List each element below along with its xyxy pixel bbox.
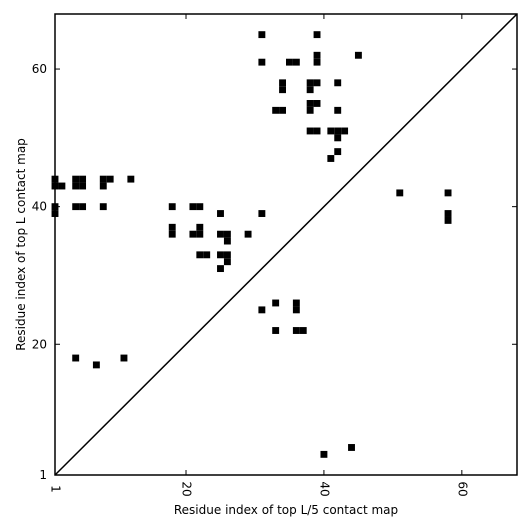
contact-point-top-l: [258, 210, 266, 217]
contact-point-top-l: [258, 306, 266, 314]
contact-point-top-l: [189, 230, 197, 238]
x-axis-title: Residue index of top L/5 contact map: [174, 503, 398, 517]
contact-point-top-l: [196, 223, 204, 231]
y-axis-title: Residue index of top L contact map: [14, 138, 28, 351]
axis-ticks: 1 20 40 60 1 20 40 60: [32, 14, 517, 497]
contact-point-top-l: [217, 210, 224, 217]
contact-point-top-l: [99, 203, 107, 211]
y-tick-label: 40: [32, 200, 47, 214]
contact-point-top-l: [168, 223, 176, 231]
contact-point-top-l: [306, 86, 314, 94]
contact-point-top-l: [189, 203, 197, 211]
contact-point-top-l: [334, 127, 342, 135]
contact-point-top-l: [334, 148, 342, 156]
contact-point-top-l: [120, 354, 128, 362]
contact-point-top-l: [306, 100, 314, 107]
contact-point-top-l: [272, 106, 280, 114]
contact-point-top-l: [279, 86, 286, 94]
contact-point-top-l: [272, 299, 280, 307]
contact-point-top-l: [196, 251, 204, 259]
contact-point-top-l: [292, 327, 300, 334]
contact-point-top-l: [223, 237, 231, 245]
contact-point-top-l: [79, 175, 87, 183]
x-tick-label: 40: [317, 481, 331, 496]
contact-point-top-l: [79, 203, 87, 211]
contact-point-top-l: [341, 127, 349, 135]
contact-point-top-l: [444, 189, 452, 197]
contact-point-top-l: [313, 31, 321, 39]
contact-point-top-l: [334, 79, 342, 87]
plot-frame: [54, 13, 518, 476]
contact-point-top-l: [223, 251, 231, 259]
x-tick-label: 60: [455, 481, 469, 496]
contact-point-top-l: [354, 51, 362, 59]
contact-point-top-l: [313, 79, 321, 87]
contact-point-top-l: [313, 127, 321, 135]
contact-point-top-l: [99, 182, 107, 190]
contact-point-top-l: [203, 251, 211, 259]
contact-point-top-l: [292, 58, 300, 66]
contact-point-top-l5: [320, 450, 328, 458]
contact-point-top-l: [223, 230, 231, 238]
contact-point-top-l: [292, 299, 300, 307]
contact-point-top-l: [217, 265, 224, 273]
y-tick-label: 20: [32, 337, 47, 351]
contact-point-top-l: [72, 182, 80, 190]
contact-point-top-l: [306, 106, 314, 114]
contact-point-top-l: [58, 182, 66, 190]
x-tick-label: 1: [49, 485, 63, 493]
contact-point-top-l: [72, 175, 80, 183]
contact-point-top-l: [279, 106, 286, 114]
contact-point-top-l: [196, 203, 204, 211]
contact-point-top-l: [258, 31, 266, 39]
contact-point-top-l: [286, 58, 293, 66]
contact-point-top-l: [292, 306, 300, 314]
y-tick-label: 60: [32, 62, 47, 76]
contact-point-top-l: [306, 79, 314, 87]
contact-point-top-l: [299, 327, 307, 334]
contact-point-top-l: [168, 230, 176, 238]
contact-point-top-l: [396, 189, 404, 197]
contact-point-top-l: [334, 106, 342, 114]
diagonal-line: [54, 13, 518, 476]
contact-point-top-l: [217, 251, 224, 259]
contact-point-top-l: [327, 155, 335, 162]
contact-point-top-l: [313, 58, 321, 66]
contact-point-top-l: [327, 127, 335, 135]
x-tick-label: 20: [180, 481, 194, 496]
contact-point-top-l: [313, 51, 321, 59]
y-tick-label: 1: [39, 468, 47, 482]
contact-point-top-l: [258, 58, 266, 66]
contact-point-top-l: [79, 182, 87, 190]
contact-point-top-l: [72, 354, 80, 362]
contact-point-top-l: [223, 258, 231, 266]
contact-point-top-l: [72, 203, 80, 211]
contact-point-top-l: [127, 175, 135, 183]
contact-point-top-l: [106, 175, 114, 183]
contact-point-top-l: [217, 230, 224, 238]
contact-point-top-l: [279, 79, 286, 87]
chart-marks: [51, 31, 452, 458]
contact-point-top-l: [196, 230, 204, 238]
contact-point-top-l: [444, 210, 452, 217]
contact-point-top-l: [444, 216, 452, 224]
contact-point-top-l: [306, 127, 314, 135]
contact-point-top-l: [313, 100, 321, 107]
contact-point-top-l: [99, 175, 107, 183]
contact-point-top-l: [168, 203, 176, 211]
contact-point-top-l: [272, 327, 280, 334]
contact-point-top-l: [92, 361, 100, 369]
contact-point-top-l5: [348, 444, 355, 451]
contact-point-top-l: [334, 134, 342, 142]
contact-point-top-l: [244, 230, 252, 238]
